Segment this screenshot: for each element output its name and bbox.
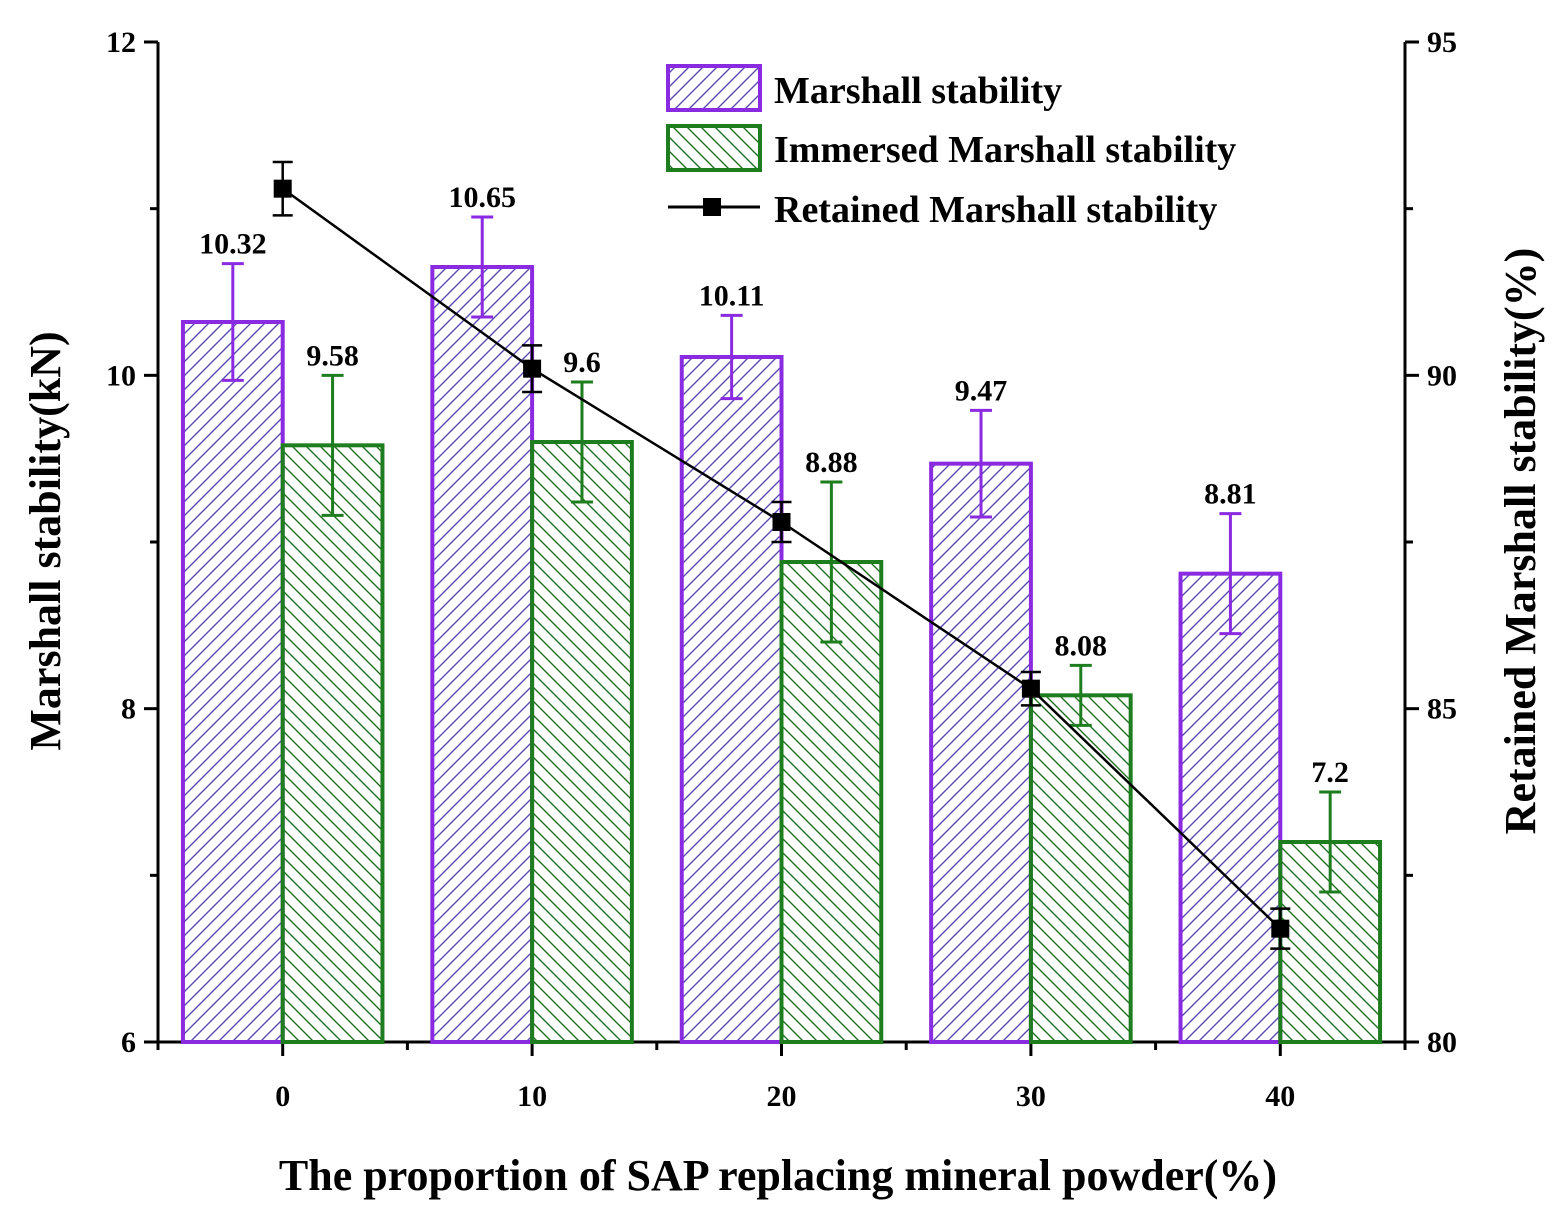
bar-marshall [430,265,535,1044]
y2-tick-label: 85 [1427,693,1457,726]
bar-marshall [929,461,1033,1044]
y2-tick-label: 80 [1427,1026,1457,1059]
x-tick-label: 20 [767,1080,797,1113]
legend-swatch-marshall [666,64,762,112]
x-axis-title: The proportion of SAP replacing mineral … [279,1151,1277,1200]
y2-tick-label: 90 [1427,359,1457,392]
legend-label-immersed: Immersed Marshall stability [774,129,1236,171]
data-label: 8.81 [1204,478,1257,511]
legend-marker-retained [703,198,721,216]
y-tick-label: 6 [121,1026,136,1059]
y-tick-label: 8 [121,693,136,726]
data-label: 9.58 [306,339,359,372]
legend-swatch-immersed [666,124,762,172]
data-label: 10.32 [199,228,267,261]
data-label: 10.11 [699,279,765,312]
x-tick-label: 30 [1016,1080,1046,1113]
legend-label-marshall: Marshall stability [774,70,1062,112]
data-label: 8.88 [805,446,858,479]
x-tick-label: 10 [517,1080,547,1113]
retained-point [523,359,542,378]
legend-label-retained: Retained Marshall stability [774,189,1217,231]
y-tick-label: 10 [106,359,136,392]
data-label: 7.2 [1311,756,1349,789]
bar-marshall [1178,571,1283,1045]
retained-point [1271,919,1290,938]
y2-axis-title: Retained Marshall stability(%) [1496,248,1545,835]
retained-point [1021,679,1040,698]
retained-point [772,513,791,531]
bar-marshall [180,320,285,1044]
y2-tick-label: 95 [1427,26,1457,59]
data-label: 8.08 [1055,629,1108,662]
bar-immersed [280,443,385,1045]
data-label: 9.47 [955,374,1008,407]
retained-point [273,179,292,198]
data-label: 9.6 [563,346,601,379]
y-axis-title: Marshall stability(kN) [21,331,70,750]
legend: Marshall stability Immersed Marshall sta… [666,64,1236,231]
bar-immersed [1028,693,1133,1044]
x-tick-label: 0 [275,1080,290,1113]
bar-marshall [679,355,784,1044]
y-tick-label: 12 [106,26,136,59]
plot-layer: 6 8 10 12 80 85 90 95 0 10 20 30 40 10.32 10.65 10.11 9.… [106,26,1457,1113]
x-tick-label: 40 [1265,1080,1295,1113]
bar-immersed [530,440,634,1044]
data-label: 10.65 [448,181,516,214]
